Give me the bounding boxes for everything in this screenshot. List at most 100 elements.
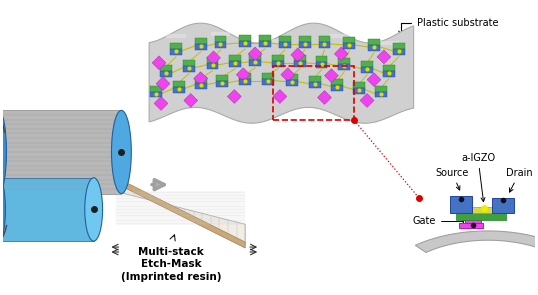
Polygon shape: [318, 42, 330, 48]
Polygon shape: [318, 36, 330, 42]
Polygon shape: [299, 36, 310, 42]
Polygon shape: [229, 55, 241, 61]
Polygon shape: [239, 73, 251, 79]
Polygon shape: [335, 47, 348, 61]
Polygon shape: [375, 91, 387, 97]
Polygon shape: [154, 96, 168, 110]
Polygon shape: [183, 60, 195, 66]
Polygon shape: [415, 231, 538, 253]
Polygon shape: [239, 35, 251, 41]
Polygon shape: [317, 91, 331, 104]
Polygon shape: [216, 75, 229, 81]
Polygon shape: [215, 36, 226, 42]
Polygon shape: [116, 180, 245, 244]
Polygon shape: [368, 39, 380, 45]
Polygon shape: [228, 90, 241, 104]
Polygon shape: [294, 55, 306, 61]
Polygon shape: [360, 94, 374, 107]
Polygon shape: [170, 49, 182, 55]
Polygon shape: [149, 23, 414, 123]
Text: Multi-stack
Etch-Mask
(Imprinted resin): Multi-stack Etch-Mask (Imprinted resin): [121, 247, 221, 282]
Polygon shape: [459, 223, 483, 228]
Polygon shape: [116, 178, 245, 248]
Polygon shape: [465, 214, 481, 223]
Polygon shape: [160, 65, 172, 71]
Bar: [273, 66, 354, 120]
Polygon shape: [259, 41, 271, 47]
Polygon shape: [343, 37, 355, 43]
Polygon shape: [324, 69, 338, 83]
Polygon shape: [207, 63, 218, 69]
Polygon shape: [183, 66, 195, 72]
Polygon shape: [184, 94, 197, 107]
Ellipse shape: [85, 178, 103, 241]
Polygon shape: [248, 47, 262, 61]
Polygon shape: [150, 86, 162, 91]
Polygon shape: [331, 85, 343, 91]
Polygon shape: [338, 58, 350, 64]
Text: Plastic substrate: Plastic substrate: [399, 18, 498, 35]
Ellipse shape: [0, 110, 6, 194]
Polygon shape: [457, 207, 505, 213]
Polygon shape: [216, 81, 229, 86]
Polygon shape: [273, 90, 287, 104]
Polygon shape: [259, 35, 271, 41]
Polygon shape: [195, 38, 207, 44]
Polygon shape: [316, 62, 328, 68]
Polygon shape: [170, 43, 182, 49]
Ellipse shape: [0, 178, 5, 241]
Polygon shape: [239, 79, 251, 85]
Polygon shape: [272, 55, 284, 61]
Polygon shape: [299, 42, 310, 48]
Polygon shape: [150, 91, 162, 97]
Polygon shape: [393, 49, 405, 55]
Polygon shape: [286, 80, 298, 86]
Polygon shape: [249, 54, 261, 60]
Polygon shape: [262, 73, 274, 79]
Polygon shape: [450, 196, 472, 213]
Polygon shape: [272, 61, 284, 67]
Polygon shape: [0, 178, 94, 241]
Polygon shape: [279, 42, 291, 48]
Polygon shape: [383, 65, 395, 71]
Polygon shape: [194, 72, 208, 86]
Polygon shape: [156, 77, 170, 91]
Polygon shape: [207, 51, 221, 65]
Polygon shape: [249, 60, 261, 66]
Polygon shape: [281, 68, 295, 82]
Polygon shape: [331, 79, 343, 85]
Polygon shape: [294, 61, 306, 67]
Polygon shape: [492, 198, 514, 213]
Polygon shape: [229, 61, 241, 67]
Polygon shape: [262, 79, 274, 85]
Polygon shape: [375, 86, 387, 91]
Polygon shape: [361, 61, 373, 67]
Polygon shape: [309, 82, 321, 88]
Polygon shape: [368, 45, 380, 51]
Text: Gate: Gate: [412, 216, 465, 226]
Polygon shape: [353, 88, 365, 94]
Text: Drain: Drain: [506, 168, 533, 192]
Polygon shape: [286, 74, 298, 80]
Text: Source: Source: [436, 168, 469, 190]
Polygon shape: [291, 48, 305, 62]
Polygon shape: [279, 36, 291, 42]
Polygon shape: [215, 42, 226, 48]
Polygon shape: [173, 86, 185, 93]
Polygon shape: [393, 43, 405, 49]
Polygon shape: [383, 71, 395, 77]
Ellipse shape: [111, 110, 131, 194]
Polygon shape: [195, 83, 207, 88]
Polygon shape: [377, 50, 391, 64]
Polygon shape: [353, 82, 365, 88]
Text: a-IGZO: a-IGZO: [461, 153, 495, 201]
Polygon shape: [236, 68, 250, 82]
Polygon shape: [160, 71, 172, 77]
Text: Mold: Mold: [81, 135, 117, 148]
Polygon shape: [195, 77, 207, 83]
Polygon shape: [456, 212, 506, 220]
Polygon shape: [239, 41, 251, 47]
Polygon shape: [152, 56, 166, 70]
Polygon shape: [316, 56, 328, 62]
Polygon shape: [195, 44, 207, 50]
